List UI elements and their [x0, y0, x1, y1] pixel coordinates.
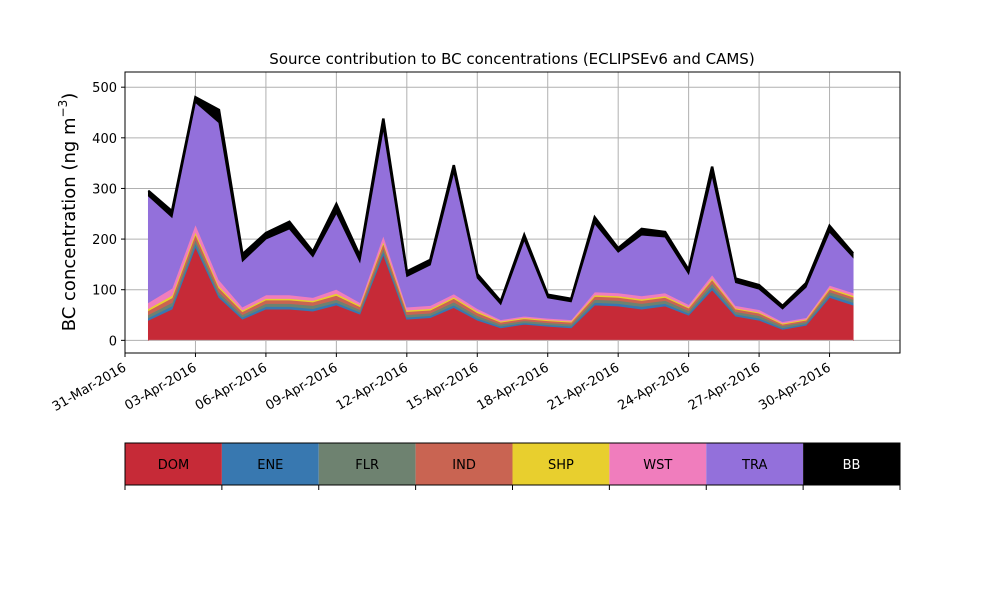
- stacked-areas: [147, 95, 854, 341]
- colorbar-swatch-flr: [318, 443, 416, 485]
- colorbar-swatch-dom: [125, 443, 222, 485]
- colorbar-label: TRA: [741, 458, 767, 473]
- colorbar-label: WST: [643, 458, 672, 473]
- y-tick-label: 100: [92, 284, 117, 299]
- colorbar-swatch-wst: [609, 443, 707, 485]
- y-axis-label: BC concentration (ng m−3): [56, 93, 80, 332]
- colorbar-swatch-bb: [803, 443, 900, 485]
- y-tick-label: 500: [92, 81, 117, 96]
- colorbar-swatch-ene: [221, 443, 319, 485]
- y-axis-ticks: 0 100 200 300 400 500: [92, 81, 125, 349]
- plot-frame: [124, 71, 901, 354]
- total-line: [147, 95, 854, 308]
- colorbar-label: BB: [843, 458, 861, 473]
- colorbar-label: FLR: [355, 458, 379, 473]
- source-colorbar: DOM ENE FLR IND SHP WST TRA BB: [124, 442, 901, 490]
- y-tick-label: 200: [92, 233, 117, 248]
- y-tick-label: 300: [92, 182, 117, 197]
- colorbar-label: SHP: [548, 458, 574, 473]
- y-tick-label: 0: [109, 334, 117, 349]
- chart-title: Source contribution to BC concentrations…: [269, 50, 754, 68]
- colorbar-swatch-ind: [415, 443, 513, 485]
- colorbar-label: ENE: [257, 458, 283, 473]
- colorbar-swatch-tra: [706, 443, 804, 485]
- colorbar-label: IND: [452, 458, 476, 473]
- colorbar-label: DOM: [158, 458, 189, 473]
- y-tick-label: 400: [92, 132, 117, 147]
- colorbar-swatch-shp: [512, 443, 610, 485]
